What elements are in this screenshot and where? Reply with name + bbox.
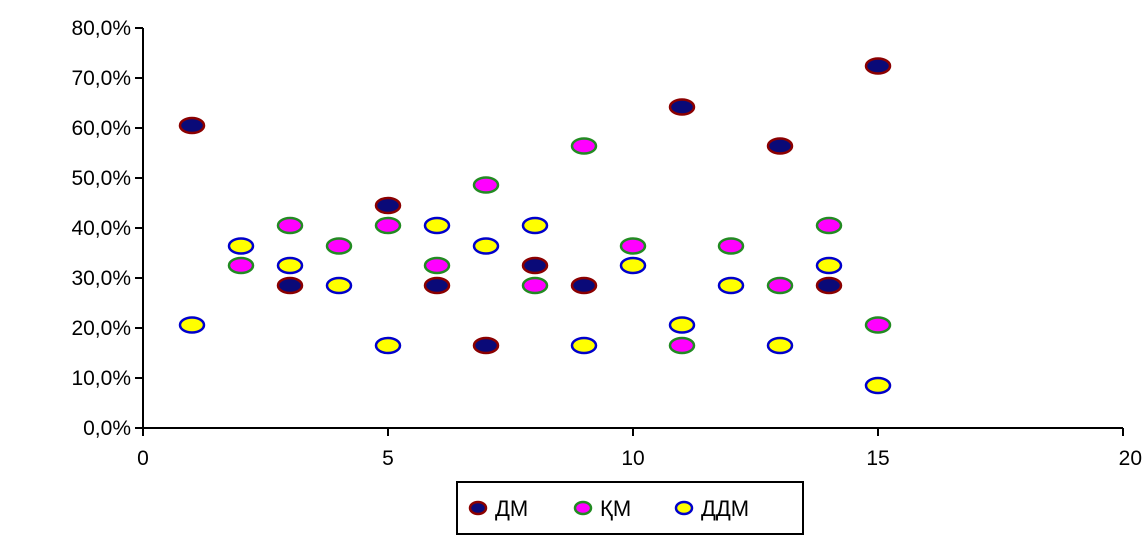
y-tick-label: 80,0% — [71, 17, 131, 40]
point-series-3 — [717, 276, 745, 295]
point-series-2 — [521, 276, 549, 295]
point-series-1 — [423, 276, 451, 295]
point-series-3 — [423, 216, 451, 235]
point-series-3 — [276, 256, 304, 275]
x-tick-label: 15 — [866, 447, 889, 470]
point-series-3 — [325, 276, 353, 295]
point-series-2 — [276, 216, 304, 235]
legend-label: ДМ — [495, 496, 528, 521]
y-tick-label: 30,0% — [71, 267, 131, 290]
x-axis: 0 5 10 15 20 — [137, 427, 1142, 470]
point-series-3 — [668, 316, 696, 334]
y-axis: 0,0% 10,0% 20,0% 30,0% 40,0% 50,0% 60,0% 70,0% 8… — [71, 17, 144, 440]
y-tick-label: 40,0% — [71, 217, 131, 240]
point-series-2 — [619, 237, 647, 255]
y-tick-label: 70,0% — [71, 67, 131, 90]
point-series-3 — [815, 256, 843, 275]
point-series-1 — [668, 98, 696, 116]
legend-marker — [468, 500, 488, 516]
point-series-3 — [619, 256, 647, 275]
legend-marker — [674, 500, 694, 516]
point-series-1 — [276, 276, 304, 295]
point-series-2 — [227, 256, 255, 275]
point-series-1 — [570, 276, 598, 295]
x-tick-label: 0 — [137, 447, 149, 470]
legend-label: ДДМ — [701, 496, 749, 521]
point-series-2 — [472, 176, 500, 194]
point-series-2 — [815, 216, 843, 235]
point-series-1 — [766, 137, 794, 155]
point-series-2 — [766, 276, 794, 295]
data-points — [178, 57, 892, 395]
legend-marker — [573, 500, 593, 516]
y-tick-label: 0,0% — [83, 417, 131, 440]
point-series-2 — [570, 137, 598, 155]
point-series-1 — [472, 336, 500, 355]
point-series-3 — [766, 336, 794, 355]
y-tick-label: 10,0% — [71, 367, 131, 390]
point-series-2 — [864, 316, 892, 334]
x-tick-label: 20 — [1119, 447, 1142, 470]
legend: ДМ ҚМ ДДМ — [456, 481, 804, 535]
legend-label: ҚМ — [600, 496, 631, 521]
point-series-1 — [374, 196, 402, 215]
point-series-3 — [521, 216, 549, 235]
x-tick-label: 5 — [382, 447, 394, 470]
point-series-1 — [521, 256, 549, 275]
point-series-2 — [668, 336, 696, 355]
point-series-3 — [864, 376, 892, 395]
legend-box — [456, 481, 804, 535]
y-tick-label: 60,0% — [71, 117, 131, 140]
point-series-3 — [374, 336, 402, 355]
point-series-3 — [570, 336, 598, 355]
y-tick-label: 20,0% — [71, 317, 131, 340]
point-series-3 — [227, 237, 255, 255]
point-series-2 — [374, 216, 402, 235]
x-tick-label: 10 — [621, 447, 644, 470]
point-series-2 — [717, 237, 745, 255]
point-series-1 — [815, 276, 843, 295]
point-series-3 — [178, 316, 206, 334]
point-series-1 — [178, 116, 206, 135]
point-series-1 — [864, 57, 892, 75]
y-tick-label: 50,0% — [71, 167, 131, 190]
point-series-3 — [472, 237, 500, 255]
point-series-2 — [423, 256, 451, 275]
point-series-2 — [325, 237, 353, 255]
